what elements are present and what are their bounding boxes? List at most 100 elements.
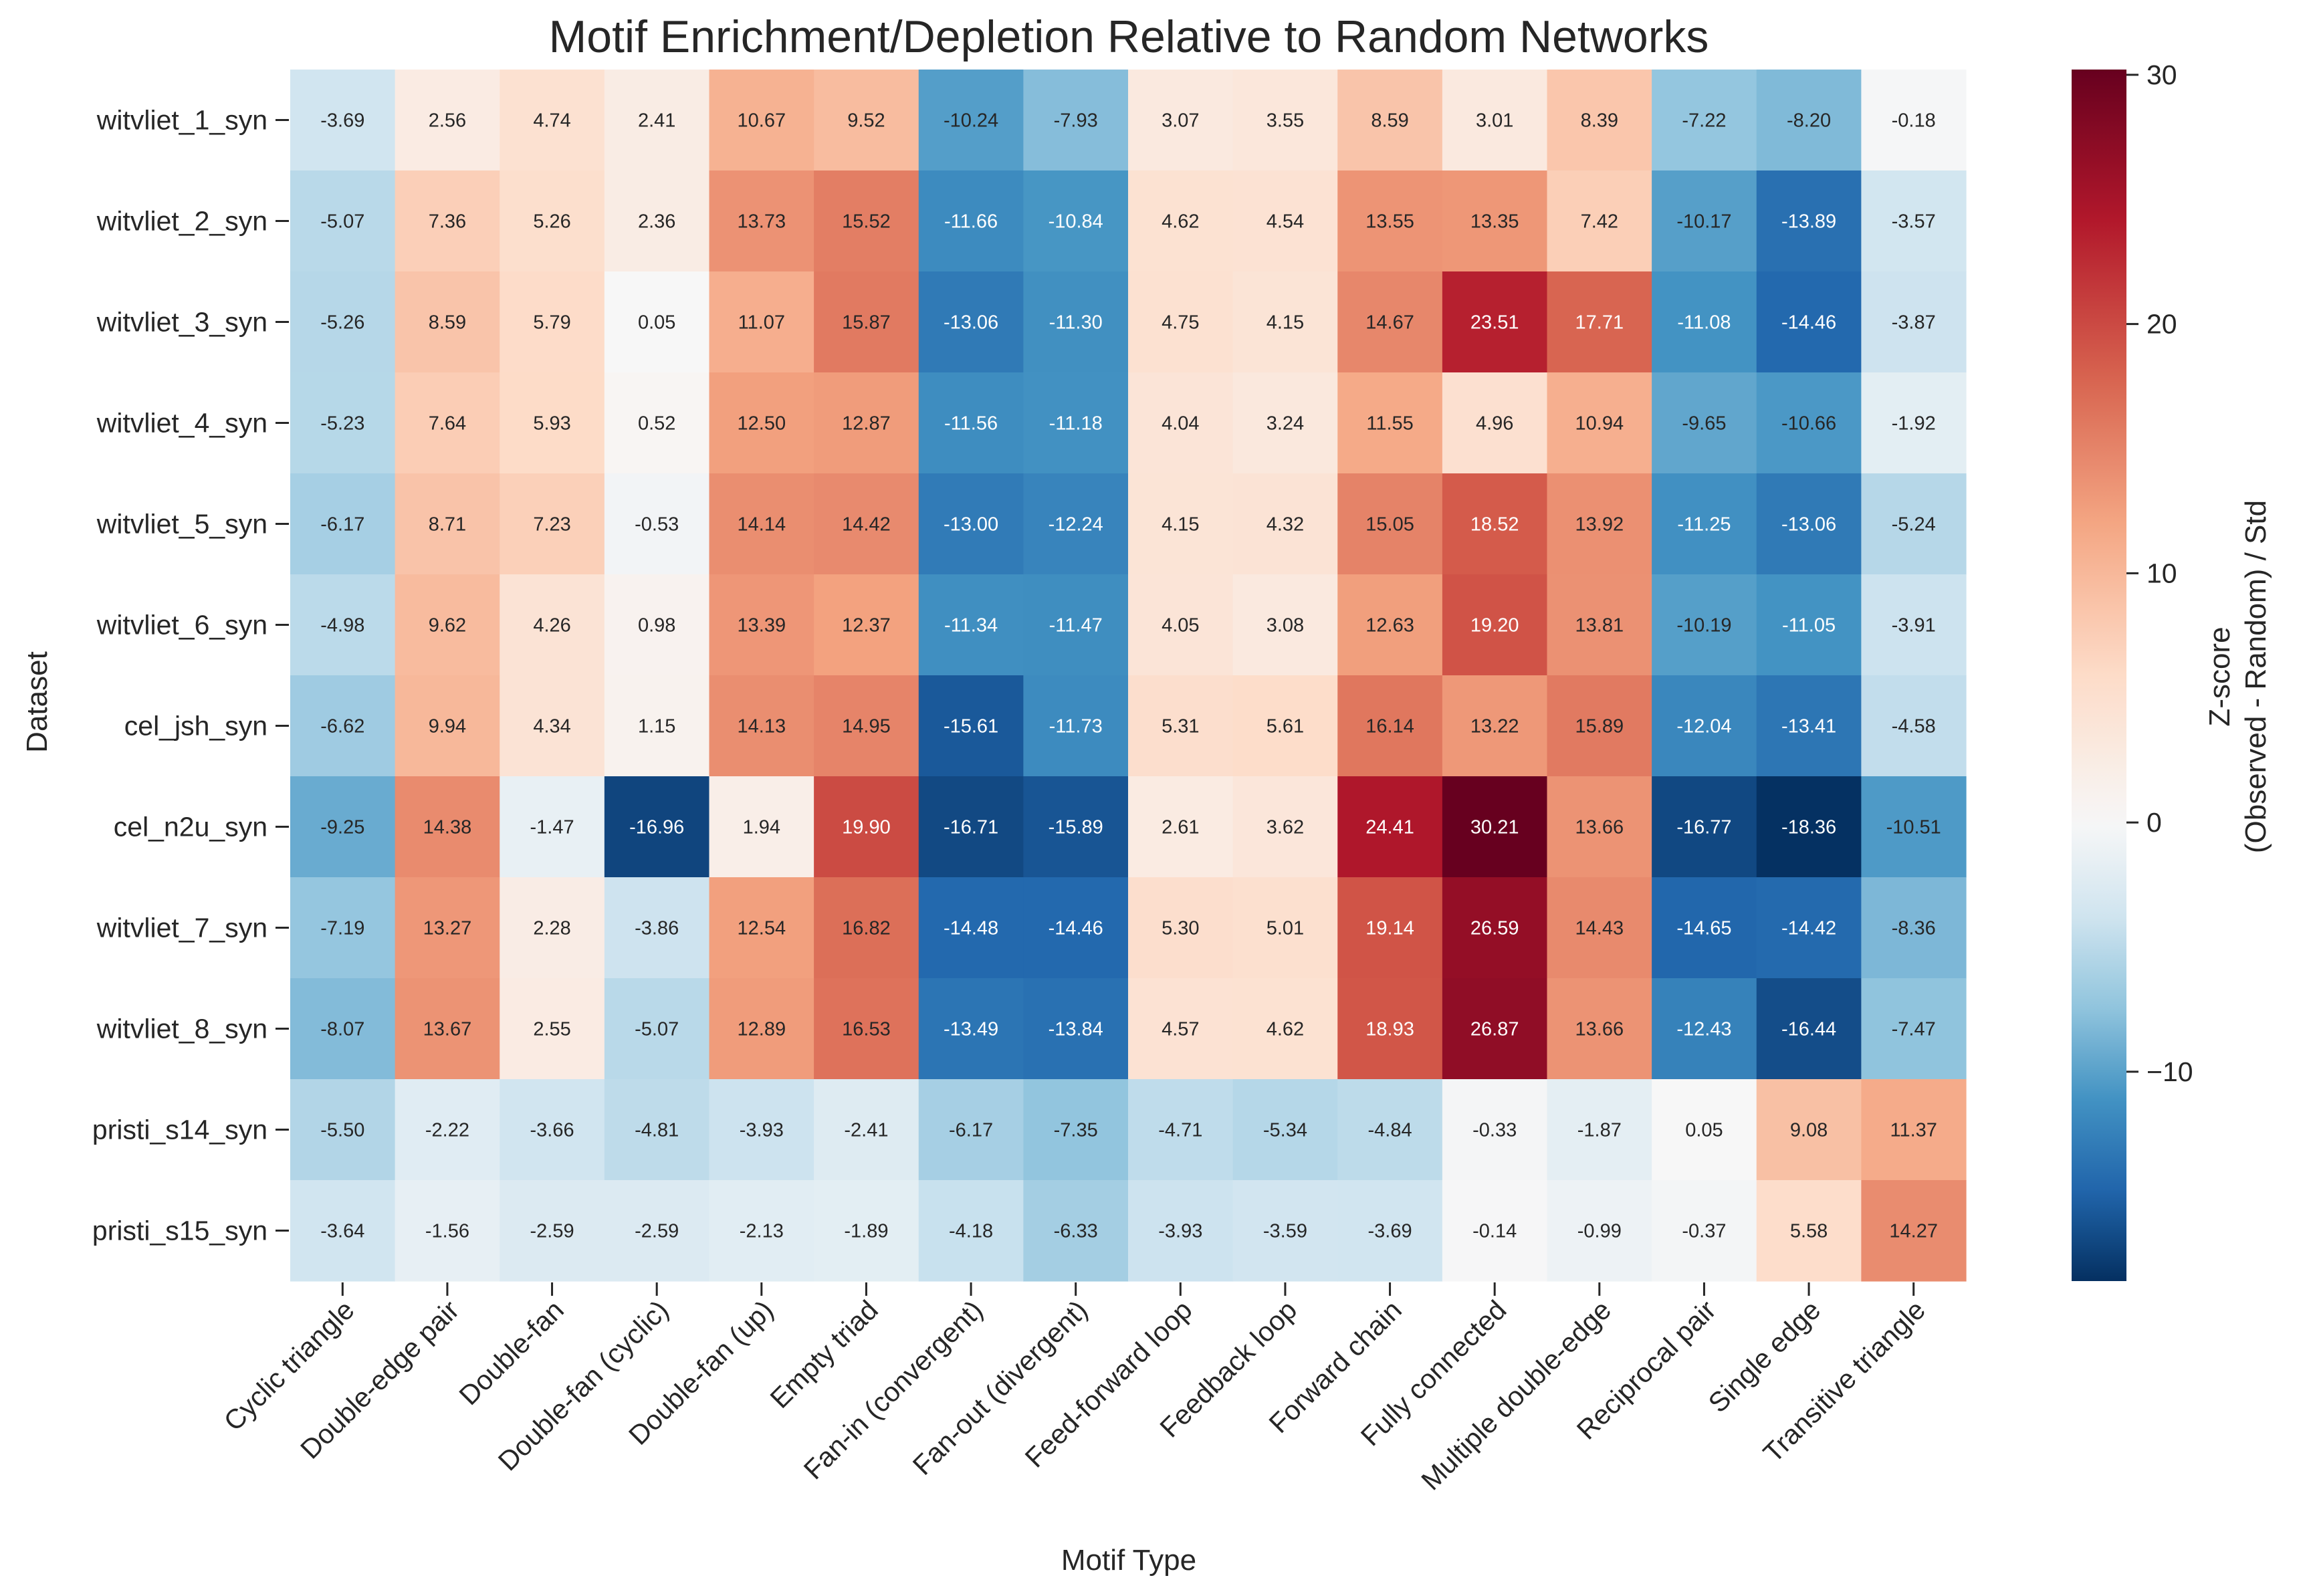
heatmap-cell xyxy=(918,574,1024,676)
cell-value-label: 12.50 xyxy=(738,413,786,435)
heatmap-cell xyxy=(1756,1079,1862,1181)
heatmap-cell xyxy=(395,170,500,272)
heatmap-cell xyxy=(1442,1079,1548,1181)
heatmap-cell xyxy=(1442,271,1548,373)
heatmap-cell xyxy=(709,574,814,676)
cell-value-label: 12.37 xyxy=(842,615,891,637)
heatmap-cell xyxy=(1232,574,1338,676)
y-tick-label: cel_n2u_syn xyxy=(114,812,267,842)
cell-value-label: 5.31 xyxy=(1162,716,1199,737)
cell-value-label: 4.62 xyxy=(1162,211,1199,233)
x-axis-label: Motif Type xyxy=(1061,1544,1196,1577)
cell-value-label: 13.67 xyxy=(423,1019,472,1040)
cell-value-label: 19.20 xyxy=(1470,615,1519,637)
heatmap-cell xyxy=(395,574,500,676)
heatmap-cell xyxy=(918,70,1024,171)
heatmap-cell xyxy=(290,877,396,979)
x-tick-label: Double-fan (cyclic) xyxy=(492,1294,675,1477)
heatmap-cell xyxy=(1547,70,1652,171)
cell-value-label: 5.61 xyxy=(1267,716,1304,737)
heatmap-cell xyxy=(395,1079,500,1181)
heatmap-cell xyxy=(1023,170,1129,272)
heatmap-cell xyxy=(1337,574,1443,676)
cell-value-label: -4.58 xyxy=(1892,716,1936,737)
cell-value-label: 2.41 xyxy=(638,110,675,132)
heatmap-cell xyxy=(1337,170,1443,272)
cell-value-label: -9.25 xyxy=(320,817,364,838)
cell-value-label: -11.66 xyxy=(944,211,998,233)
heatmap-cell xyxy=(1861,372,1967,474)
heatmap-cell xyxy=(1337,1079,1443,1181)
heatmap-cell xyxy=(1128,776,1234,878)
cell-value-label: -5.50 xyxy=(320,1120,364,1141)
cell-value-label: 14.27 xyxy=(1889,1221,1938,1242)
cell-value-label: 13.81 xyxy=(1575,615,1624,637)
cell-value-label: 24.41 xyxy=(1365,817,1414,838)
cell-value-label: 14.43 xyxy=(1575,918,1624,939)
cell-value-label: 11.07 xyxy=(738,312,785,334)
cell-value-label: 14.95 xyxy=(842,716,891,737)
heatmap-cell xyxy=(1128,1180,1234,1282)
heatmap-cell xyxy=(1128,675,1234,777)
heatmap-cell xyxy=(1442,1180,1548,1282)
y-tick-label: pristi_s14_syn xyxy=(92,1115,267,1145)
cell-value-label: -1.92 xyxy=(1892,413,1936,435)
heatmap-cell xyxy=(500,473,605,575)
cell-value-label: -11.08 xyxy=(1677,312,1731,334)
y-tick-label: witvliet_5_syn xyxy=(96,509,267,540)
cell-value-label: -11.56 xyxy=(944,413,998,435)
cell-value-label: -3.87 xyxy=(1892,312,1936,334)
cell-value-label: 8.59 xyxy=(1371,110,1408,132)
cell-value-label: -1.56 xyxy=(425,1221,469,1242)
cell-value-label: 26.59 xyxy=(1470,918,1519,939)
cell-value-label: -10.19 xyxy=(1676,615,1731,637)
heatmap-cell xyxy=(604,473,710,575)
heatmap-cell xyxy=(290,271,396,373)
colorbar-gradient xyxy=(2072,70,2126,1281)
heatmap-cell xyxy=(604,978,710,1080)
heatmap-cell xyxy=(1756,675,1862,777)
heatmap-cell xyxy=(1232,70,1338,171)
heatmap-cell xyxy=(290,574,396,676)
cell-value-label: -16.71 xyxy=(944,817,998,838)
cell-value-label: 4.32 xyxy=(1267,514,1304,536)
heatmap-cell xyxy=(1652,1180,1757,1282)
cell-value-label: -14.46 xyxy=(1049,918,1103,939)
cell-value-label: 0.98 xyxy=(638,615,675,637)
heatmap-cell xyxy=(1442,978,1548,1080)
heatmap-cell xyxy=(290,170,396,272)
cell-value-label: 1.15 xyxy=(638,716,675,737)
heatmap-cell xyxy=(1861,574,1967,676)
heatmap-cell xyxy=(500,170,605,272)
heatmap-cells xyxy=(290,70,1967,1282)
cell-value-label: -7.22 xyxy=(1682,110,1726,132)
cell-value-label: 13.27 xyxy=(423,918,472,939)
heatmap-cell xyxy=(1861,675,1967,777)
heatmap-cell xyxy=(1023,473,1129,575)
heatmap-cell xyxy=(290,675,396,777)
heatmap-cell xyxy=(709,978,814,1080)
cell-value-label: -0.37 xyxy=(1682,1221,1726,1242)
cell-value-label: -13.49 xyxy=(944,1019,998,1040)
heatmap-cell xyxy=(1232,170,1338,272)
heatmap-cell xyxy=(1652,675,1757,777)
heatmap-cell xyxy=(1756,776,1862,878)
cell-value-label: 16.82 xyxy=(842,918,891,939)
heatmap-cell xyxy=(1337,473,1443,575)
heatmap-cell xyxy=(500,271,605,373)
cell-value-label: 4.75 xyxy=(1162,312,1199,334)
heatmap-cell xyxy=(1128,1079,1234,1181)
heatmap-cell xyxy=(709,271,814,373)
heatmap-cell xyxy=(709,473,814,575)
heatmap-cell xyxy=(290,1079,396,1181)
heatmap-cell xyxy=(500,877,605,979)
heatmap-cell xyxy=(1023,372,1129,474)
heatmap-cell xyxy=(918,1180,1024,1282)
heatmap-cell xyxy=(1547,978,1652,1080)
cell-value-label: 5.26 xyxy=(533,211,570,233)
heatmap-cell xyxy=(1547,1180,1652,1282)
cell-value-label: 3.07 xyxy=(1162,110,1199,132)
heatmap-cell xyxy=(500,675,605,777)
heatmap-cell xyxy=(709,1180,814,1282)
cell-value-label: -11.34 xyxy=(944,615,998,637)
